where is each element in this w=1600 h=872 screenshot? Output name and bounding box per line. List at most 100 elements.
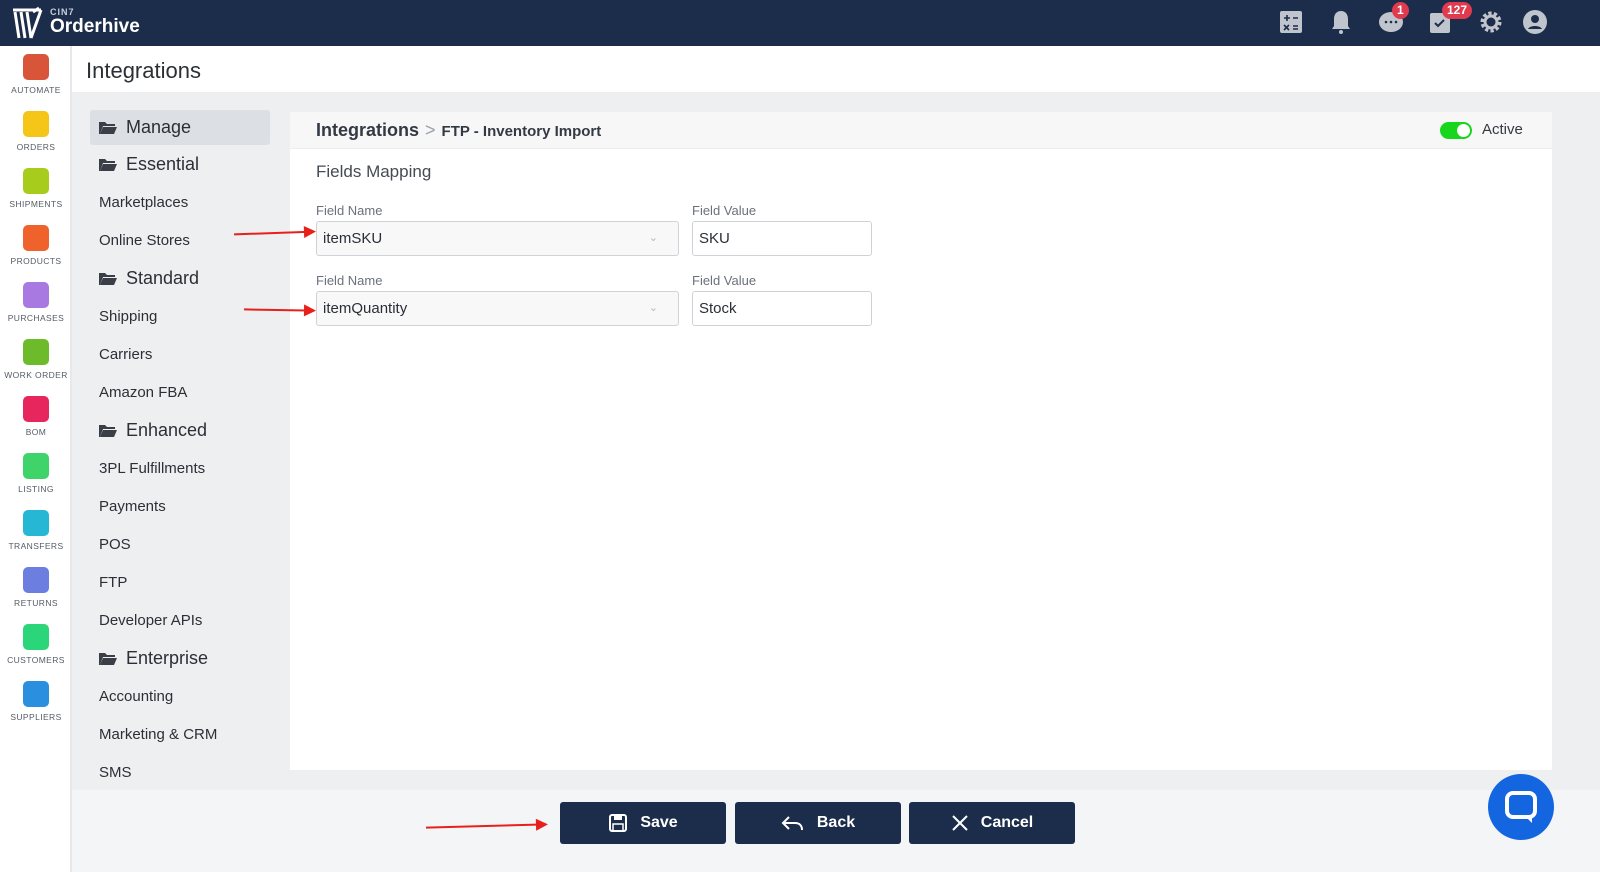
work-order-icon xyxy=(23,339,49,365)
nav-item-label: Developer APIs xyxy=(99,611,203,629)
rail-item-label: BOM xyxy=(25,427,47,437)
field-name-select[interactable]: itemQuantity ⌄ xyxy=(316,291,679,326)
field-name-label: Field Name xyxy=(316,273,383,288)
rail-item-shipments[interactable]: SHIPMENTS xyxy=(0,168,72,209)
active-toggle[interactable] xyxy=(1440,122,1472,139)
nav-item-label: Essential xyxy=(126,153,200,174)
nav-item-label: Online Stores xyxy=(99,231,190,249)
nav-item-marketing-crm[interactable]: Marketing & CRM xyxy=(90,715,270,753)
nav-item-sms[interactable]: SMS xyxy=(90,753,270,790)
rail-item-label: RETURNS xyxy=(14,598,58,608)
field-name-label: Field Name xyxy=(316,203,383,218)
field-value-label: Field Value xyxy=(692,203,757,218)
chat-widget-button[interactable] xyxy=(1488,774,1554,840)
field-value-input[interactable]: SKU xyxy=(692,221,872,256)
close-icon xyxy=(952,815,968,831)
rail-item-label: PRODUCTS xyxy=(10,256,62,266)
active-label: Active xyxy=(1482,121,1523,138)
nav-item-carriers[interactable]: Carriers xyxy=(90,335,270,373)
field-value-input[interactable]: Stock xyxy=(692,291,872,326)
nav-item-label: Marketing & CRM xyxy=(99,725,218,743)
chevron-down-icon: ⌄ xyxy=(648,302,658,314)
rail-item-suppliers[interactable]: SUPPLIERS xyxy=(0,681,72,722)
field-name-select[interactable]: itemSKU ⌄ xyxy=(316,221,679,256)
folder-icon xyxy=(99,424,117,437)
folder-icon xyxy=(99,652,117,665)
rail-item-transfers[interactable]: TRANSFERS xyxy=(0,510,72,551)
chevron-down-icon: ⌄ xyxy=(648,232,658,244)
back-label: Back xyxy=(816,814,856,831)
nav-item-enhanced[interactable]: Enhanced xyxy=(90,411,270,449)
rail-item-customers[interactable]: CUSTOMERS xyxy=(0,624,72,665)
nav-item-online-stores[interactable]: Online Stores xyxy=(90,221,270,259)
rail-item-bom[interactable]: BOM xyxy=(0,396,72,437)
nav-item-payments[interactable]: Payments xyxy=(90,487,270,525)
rail-item-listing[interactable]: LISTING xyxy=(0,453,72,494)
nav-item-label: Payments xyxy=(99,497,166,515)
nav-item-shipping[interactable]: Shipping xyxy=(90,297,270,335)
page-header: Integrations xyxy=(72,46,1600,92)
nav-item-standard[interactable]: Standard xyxy=(90,259,270,297)
top-bar: CIN7 Orderhive 1 127 xyxy=(0,0,1600,46)
nav-item-label: FTP xyxy=(99,573,128,591)
rail-item-returns[interactable]: RETURNS xyxy=(0,567,72,608)
shipments-icon xyxy=(23,168,49,194)
nav-item-label: Shipping xyxy=(99,307,158,325)
nav-item-label: Enhanced xyxy=(126,419,208,440)
nav-item-accounting[interactable]: Accounting xyxy=(90,677,270,715)
brand-small: CIN7 xyxy=(50,7,75,17)
nav-item-amazon-fba[interactable]: Amazon FBA xyxy=(90,373,270,411)
card-header: Integrations > FTP - Inventory Import Acti… xyxy=(290,112,1552,149)
folder-icon xyxy=(99,158,117,171)
calculator-icon[interactable] xyxy=(1277,8,1305,36)
gear-icon[interactable] xyxy=(1477,8,1505,36)
cancel-label: Cancel xyxy=(980,814,1034,831)
breadcrumb: Integrations > FTP - Inventory Import xyxy=(316,120,602,140)
nav-item-enterprise[interactable]: Enterprise xyxy=(90,639,270,677)
breadcrumb-root[interactable]: Integrations xyxy=(316,120,420,140)
rail-item-label: AUTOMATE xyxy=(11,85,61,95)
back-button[interactable]: Back xyxy=(735,802,901,844)
rail-item-label: SHIPMENTS xyxy=(9,199,63,209)
nav-item-manage[interactable]: Manage xyxy=(90,110,270,145)
save-button[interactable]: Save xyxy=(560,802,726,844)
integration-card: Integrations > FTP - Inventory Import Acti… xyxy=(290,112,1552,770)
listing-icon xyxy=(23,453,49,479)
nav-item-essential[interactable]: Essential xyxy=(90,145,270,183)
customers-icon xyxy=(23,624,49,650)
rail-item-label: LISTING xyxy=(18,484,54,494)
field-name-value: itemQuantity xyxy=(323,300,408,317)
section-title: Fields Mapping xyxy=(316,162,432,181)
nav-item-label: POS xyxy=(99,535,131,553)
field-value-label: Field Value xyxy=(692,273,757,288)
nav-item-pos[interactable]: POS xyxy=(90,525,270,563)
rail-item-products[interactable]: PRODUCTS xyxy=(0,225,72,266)
back-arrow-icon xyxy=(781,816,803,831)
nav-item-developer-apis[interactable]: Developer APIs xyxy=(90,601,270,639)
nav-item-label: Carriers xyxy=(99,345,153,363)
rail-item-label: CUSTOMERS xyxy=(7,655,65,665)
nav-item-label: Standard xyxy=(126,267,200,288)
rail-item-automate[interactable]: AUTOMATE xyxy=(0,54,72,95)
rail-item-label: TRANSFERS xyxy=(8,541,64,551)
rail-item-purchases[interactable]: PURCHASES xyxy=(0,282,72,323)
nav-item-3pl-fulfillments[interactable]: 3PL Fulfillments xyxy=(90,449,270,487)
folder-icon xyxy=(99,272,117,285)
tasks-icon[interactable] xyxy=(1427,8,1455,36)
user-icon[interactable] xyxy=(1521,8,1549,36)
suppliers-icon xyxy=(23,681,49,707)
rail-item-work-order[interactable]: WORK ORDER xyxy=(0,339,72,380)
breadcrumb-current: FTP - Inventory Import xyxy=(441,123,602,140)
brand-name: Orderhive xyxy=(50,16,140,37)
nav-item-ftp[interactable]: FTP xyxy=(90,563,270,601)
chat-badge: 1 xyxy=(1392,2,1409,19)
page-title: Integrations xyxy=(86,58,201,83)
nav-item-marketplaces[interactable]: Marketplaces xyxy=(90,183,270,221)
logo[interactable]: CIN7 Orderhive xyxy=(10,4,140,40)
cancel-button[interactable]: Cancel xyxy=(909,802,1075,844)
rail-item-orders[interactable]: ORDERS xyxy=(0,111,72,152)
footer-bar: Save Back Cancel xyxy=(72,790,1600,872)
chat-bubble-icon xyxy=(1505,791,1537,823)
products-icon xyxy=(23,225,49,251)
bell-icon[interactable] xyxy=(1327,8,1355,36)
